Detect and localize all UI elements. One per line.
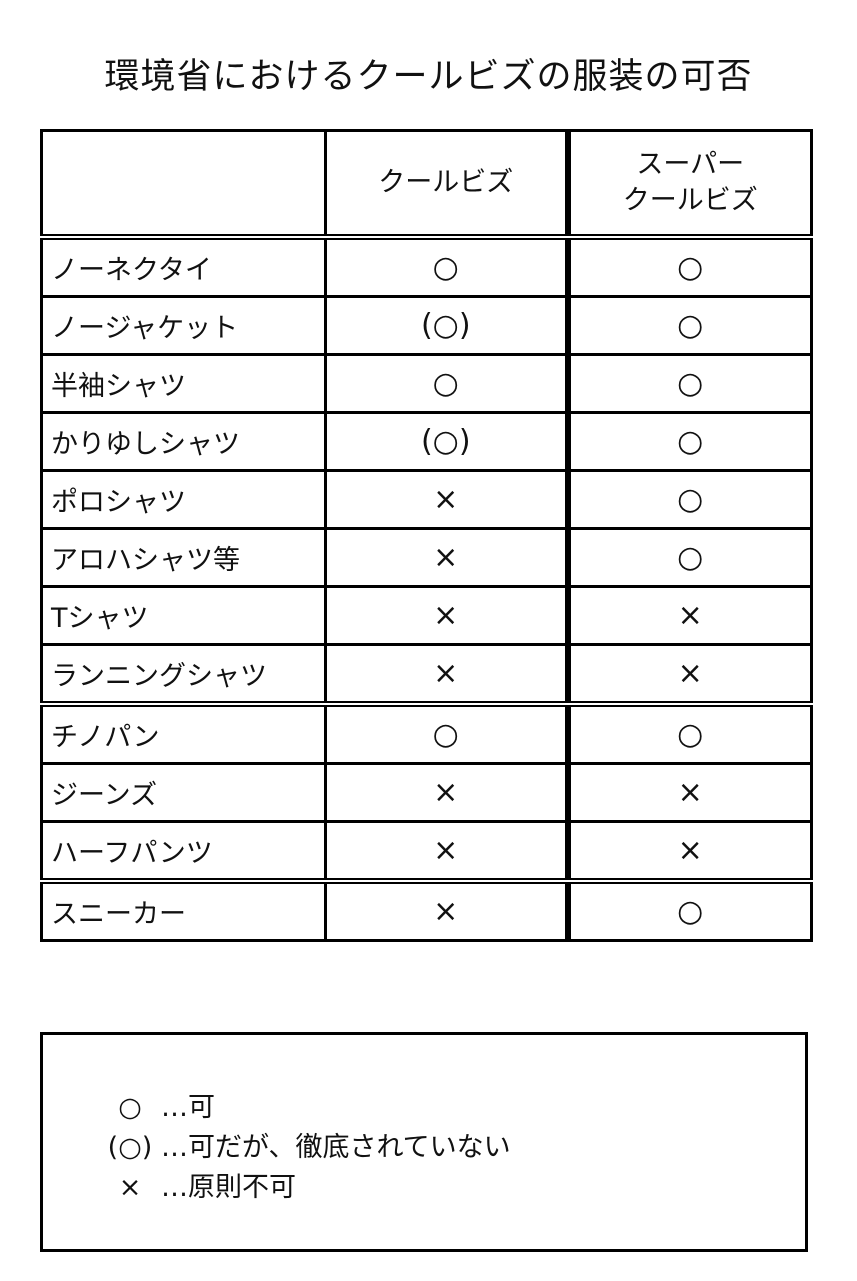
legend-item: × …原則不可 <box>99 1165 296 1204</box>
table-row: ノージャケット (○) ○ <box>40 295 813 356</box>
item-name: チノパン <box>40 702 327 765</box>
table-row: ジーンズ × × <box>40 762 813 823</box>
table-row: ポロシャツ × ○ <box>40 469 813 530</box>
legend-symbol: × <box>118 1172 142 1203</box>
coolbiz-mark: × <box>324 820 571 884</box>
coolbiz-mark: (○) <box>324 295 571 356</box>
item-name: ノーネクタイ <box>40 235 327 298</box>
table-row: Tシャツ × × <box>40 585 813 646</box>
table-row: 半袖シャツ ○ ○ <box>40 353 813 414</box>
header-super-line2: クールビズ <box>622 185 758 216</box>
table-header-row: クールビズ スーパー クールビズ <box>40 129 813 240</box>
item-name: ジーンズ <box>40 762 327 823</box>
coolbiz-mark: × <box>324 585 571 646</box>
coolbiz-mark: × <box>324 469 571 530</box>
super-coolbiz-mark: × <box>566 643 813 707</box>
super-coolbiz-mark: × <box>566 820 813 884</box>
coolbiz-mark: × <box>324 762 571 823</box>
dress-code-table: クールビズ スーパー クールビズ ノーネクタイ ○ ○ ノージャケット (○) ○ 半袖シャ… <box>40 129 813 942</box>
coolbiz-mark: ○ <box>324 702 571 765</box>
item-name: ハーフパンツ <box>40 820 327 884</box>
item-name: アロハシャツ等 <box>40 527 327 588</box>
super-coolbiz-mark: × <box>566 585 813 646</box>
coolbiz-mark: × <box>324 527 571 588</box>
coolbiz-mark: × <box>324 643 571 707</box>
legend-symbol: (○) <box>107 1132 153 1163</box>
item-name: ポロシャツ <box>40 469 327 530</box>
item-name: Tシャツ <box>40 585 327 646</box>
table-row: アロハシャツ等 × ○ <box>40 527 813 588</box>
table-row: ハーフパンツ × × <box>40 820 813 884</box>
super-coolbiz-mark: ○ <box>566 411 813 472</box>
legend-item: ○ …可 <box>99 1085 215 1124</box>
coolbiz-mark: (○) <box>324 411 571 472</box>
legend-box: ○ …可 (○) …可だが、徹底されていない × …原則不可 <box>40 1032 808 1252</box>
super-coolbiz-mark: × <box>566 762 813 823</box>
table-row: ノーネクタイ ○ ○ <box>40 235 813 298</box>
legend-text: …可 <box>161 1092 215 1123</box>
item-name: 半袖シャツ <box>40 353 327 414</box>
header-super-line1: スーパー <box>636 149 745 180</box>
super-coolbiz-mark: ○ <box>566 879 813 942</box>
header-coolbiz: クールビズ <box>324 129 571 240</box>
item-name: スニーカー <box>40 879 327 942</box>
coolbiz-mark: ○ <box>324 353 571 414</box>
legend-symbol: ○ <box>118 1092 142 1123</box>
super-coolbiz-mark: ○ <box>566 235 813 298</box>
super-coolbiz-mark: ○ <box>566 353 813 414</box>
header-empty <box>40 129 327 240</box>
table-row: ランニングシャツ × × <box>40 643 813 707</box>
table-row: かりゆしシャツ (○) ○ <box>40 411 813 472</box>
super-coolbiz-mark: ○ <box>566 469 813 530</box>
legend-text: …可だが、徹底されていない <box>161 1132 511 1163</box>
table-row: スニーカー × ○ <box>40 879 813 942</box>
legend-text: …原則不可 <box>161 1172 296 1203</box>
legend-item: (○) …可だが、徹底されていない <box>99 1125 511 1164</box>
header-super-coolbiz: スーパー クールビズ <box>566 129 813 240</box>
item-name: かりゆしシャツ <box>40 411 327 472</box>
coolbiz-mark: ○ <box>324 235 571 298</box>
super-coolbiz-mark: ○ <box>566 295 813 356</box>
super-coolbiz-mark: ○ <box>566 702 813 765</box>
item-name: ノージャケット <box>40 295 327 356</box>
table-row: チノパン ○ ○ <box>40 702 813 765</box>
coolbiz-mark: × <box>324 879 571 942</box>
item-name: ランニングシャツ <box>40 643 327 707</box>
page-title: 環境省におけるクールビズの服装の可否 <box>104 57 753 97</box>
super-coolbiz-mark: ○ <box>566 527 813 588</box>
